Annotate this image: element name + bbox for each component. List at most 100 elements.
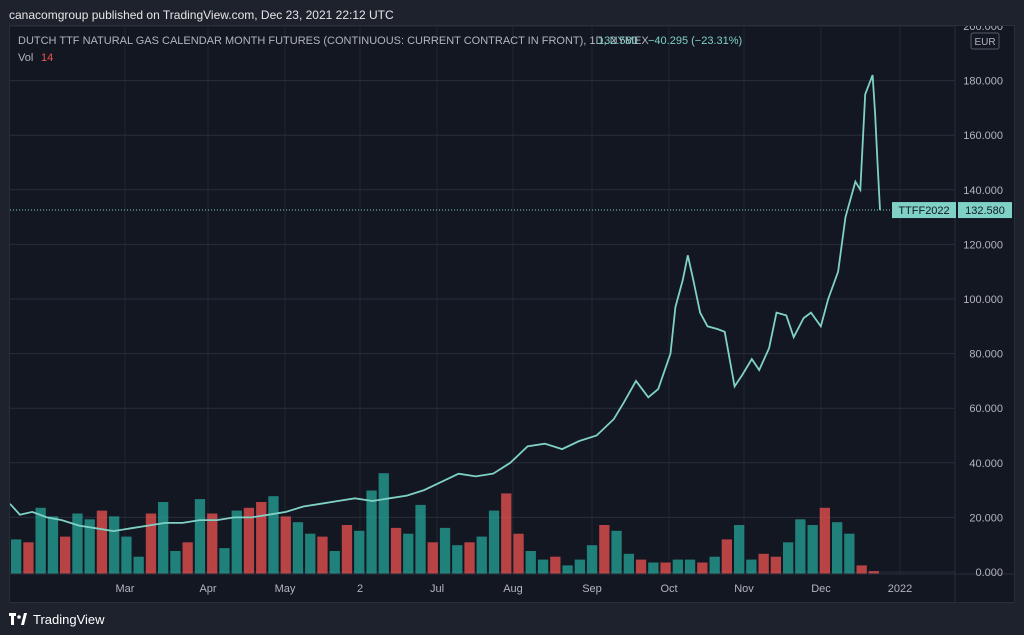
volume-bar [684,559,696,574]
x-tick-label: Oct [660,583,677,595]
y-tick-label: 20.000 [969,512,1003,524]
grid-layer [10,26,955,574]
volume-bar [795,519,806,574]
x-tick-label: May [275,583,296,595]
volume-bar [84,519,95,574]
currency-badge[interactable] [970,32,1000,50]
volume-bar [868,571,879,574]
volume-bar [574,559,585,574]
volume-bar [207,513,218,574]
volume-bar [758,553,769,574]
price-series-line [10,74,881,533]
volume-bar [305,533,316,574]
volume-bar [501,493,512,574]
volume-bar [194,499,206,574]
volume-bar [231,510,242,574]
volume-bar [133,556,144,574]
volume-bar [47,516,59,574]
y-tick-label: 140.000 [963,185,1003,197]
volume-bar [807,525,818,574]
volume-bar [464,542,475,574]
volume-bar [611,530,622,574]
x-tick-label: Mar [116,583,135,595]
volume-bar [623,553,634,574]
volume-bar [537,559,549,574]
volume-bar [525,551,536,574]
volume-bar [452,545,463,574]
volume-bar [268,496,279,574]
tradingview-logo-icon [9,613,27,625]
volume-bar [832,522,843,574]
x-tick-label: 2 [357,583,363,595]
volume-bar [403,533,414,574]
y-tick-label: 0.000 [975,567,1003,579]
volume-bar [746,559,757,574]
volume-bar [783,542,794,574]
price-chart-svg[interactable]: 0.000 20.000 40.000 60.000 80.000 100.000 120.… [10,26,1015,603]
volume-bar [819,507,830,574]
x-tick-label: Sep [582,583,602,595]
volume-bar [341,525,353,574]
volume-bar [648,562,659,574]
time-axis[interactable]: Mar Apr May 2 Jul Aug Sep Oct Nov Dec 2022 [116,583,913,595]
y-tick-label: 200.000 [963,26,1003,33]
volume-bar [292,522,304,574]
volume-bar [562,565,573,574]
currency-label: EUR [974,37,995,48]
y-tick-label: 160.000 [963,130,1003,142]
volume-bar [488,510,500,574]
price-tag-label: 132.580 [965,205,1005,217]
volume-bar [856,565,867,574]
price-axis[interactable]: 0.000 20.000 40.000 60.000 80.000 100.000 120.… [963,26,1003,579]
volume-bar [697,562,708,574]
volume-bar [145,513,157,574]
volume-bar [96,510,108,574]
y-tick-label: 180.000 [963,76,1003,88]
y-tick-label: 60.000 [969,403,1003,415]
volume-bar [586,545,598,574]
volume-bar [635,559,647,574]
last-value: 132.580 [598,35,638,47]
volume-bar [427,542,438,574]
brand-footer[interactable]: TradingView [9,609,105,629]
volume-bar [182,542,193,574]
volume-bar [672,559,683,574]
y-tick-label: 120.000 [963,239,1003,251]
brand-name: TradingView [33,611,105,627]
x-tick-label: Apr [199,583,216,595]
chart-area[interactable]: 0.000 20.000 40.000 60.000 80.000 100.000 120.… [9,25,1015,603]
volume-bar [317,536,328,574]
volume-bar [256,502,267,574]
volume-bar [109,516,120,574]
volume-bar [844,533,855,574]
chart-title: DUTCH TTF NATURAL GAS CALENDAR MONTH FUT… [18,35,649,47]
volume-bar [390,527,402,574]
x-tick-label: Aug [503,583,523,595]
volume-bar [35,507,46,574]
volume-bar [329,551,340,574]
change-value: −40.295 (−23.31%) [648,35,742,47]
y-tick-label: 40.000 [969,458,1003,470]
volume-bar [366,490,377,574]
x-tick-label: Jul [430,583,444,595]
volume-bar [415,504,426,574]
volume-bar [439,527,451,574]
volume-value: 14 [41,52,53,64]
volume-bar [378,473,389,574]
volume-bar [72,513,83,574]
volume-bar [476,536,487,574]
volume-bar [770,556,781,574]
volume-bar [354,530,365,574]
volume-bar [11,539,22,574]
volume-bar [599,525,610,574]
volume-bar [734,525,745,574]
volume-bar [513,533,524,574]
volume-bar [170,551,181,574]
volume-bar [158,502,169,574]
volume-bar [219,548,230,574]
publish-caption: canacomgroup published on TradingView.co… [9,8,394,22]
volume-bar [243,507,255,574]
symbol-tag-label: TTFF2022 [898,205,949,217]
x-tick-label: Dec [811,583,831,595]
y-tick-label: 80.000 [969,349,1003,361]
